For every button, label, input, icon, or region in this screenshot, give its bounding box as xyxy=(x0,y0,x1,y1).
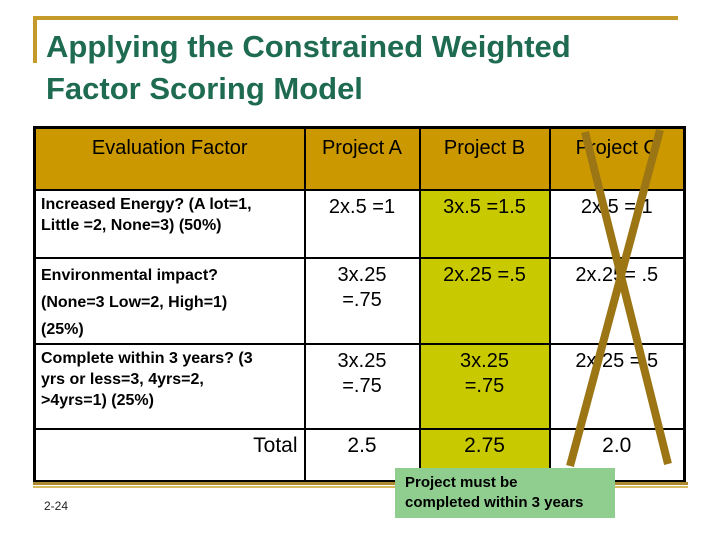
cell-timeline-project-c: 2x.25 =.5 xyxy=(548,342,686,430)
cell-environment-project-b: 2x.25 =.5 xyxy=(418,256,551,345)
factor-increased-energy: Increased Energy? (A lot=1, Little =2, N… xyxy=(33,188,306,259)
header-project-c: Project C xyxy=(548,126,686,191)
title-accent-rule-top xyxy=(33,16,678,20)
table-header-row: Evaluation Factor Project A Project B Pr… xyxy=(33,126,686,191)
total-label: Total xyxy=(33,427,306,483)
title-accent-rule-left xyxy=(33,16,37,63)
cell-energy-project-b: 3x.5 =1.5 xyxy=(418,188,551,259)
constraint-callout: Project must be completed within 3 years xyxy=(395,468,615,518)
header-project-b: Project B xyxy=(418,126,551,191)
cell-energy-project-a: 2x.5 =1 xyxy=(303,188,421,259)
page-number: 2-24 xyxy=(44,499,69,513)
cell-environment-project-c: 2x.25= .5 xyxy=(548,256,686,345)
header-evaluation-factor: Evaluation Factor xyxy=(33,126,306,191)
cell-timeline-project-b: 3x.25 =.75 xyxy=(418,342,551,430)
table-row: Complete within 3 years? (3 yrs or less=… xyxy=(33,342,686,430)
footer-rule-dark xyxy=(33,482,688,485)
factor-environmental-impact: Environmental impact? (None=3 Low=2, Hig… xyxy=(33,256,306,345)
header-project-a: Project A xyxy=(303,126,421,191)
footer-rule-light xyxy=(33,486,688,488)
factor-complete-within-3-years: Complete within 3 years? (3 yrs or less=… xyxy=(33,342,306,430)
cell-energy-project-c: 2x.5 = 1 xyxy=(548,188,686,259)
page-title: Applying the Constrained Weighted Factor… xyxy=(46,29,571,106)
cell-environment-project-a: 3x.25 =.75 xyxy=(303,256,421,345)
cell-timeline-project-a: 3x.25 =.75 xyxy=(303,342,421,430)
table-row: Environmental impact? (None=3 Low=2, Hig… xyxy=(33,256,686,345)
scoring-model-table: Evaluation Factor Project A Project B Pr… xyxy=(33,126,686,483)
table-row: Increased Energy? (A lot=1, Little =2, N… xyxy=(33,188,686,259)
